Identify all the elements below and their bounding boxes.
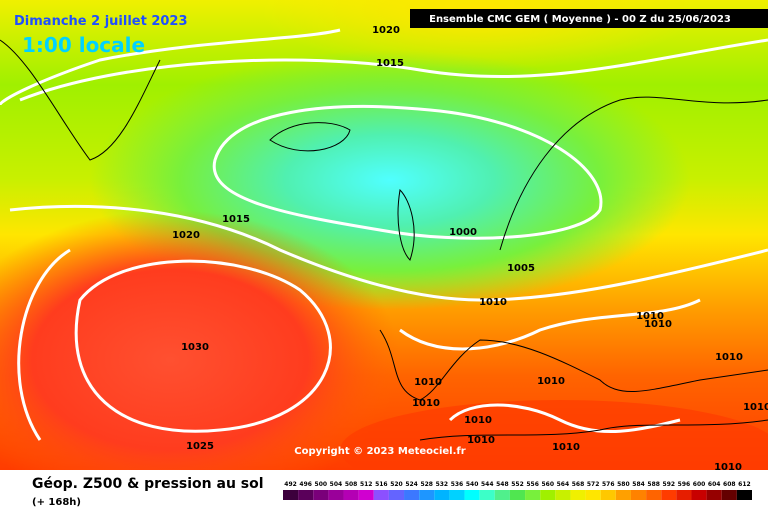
colorbar-swatch: [328, 490, 344, 500]
colorbar-label: 564: [557, 481, 570, 488]
isobar-label: 1010: [537, 376, 565, 387]
colorbar-swatch: [736, 490, 752, 500]
colorbar-swatch: [706, 490, 722, 500]
copyright: Copyright © 2023 Meteociel.fr: [294, 446, 465, 457]
colorbar-label: 544: [481, 481, 494, 488]
isobar-label: 1010: [552, 442, 580, 453]
colorbar-label: 600: [693, 481, 706, 488]
colorbar-label: 568: [572, 481, 585, 488]
colorbar-swatch: [419, 490, 435, 500]
colorbar-swatch: [721, 490, 737, 500]
colorbar-swatch: [373, 490, 389, 500]
colorbar-swatch: [494, 490, 510, 500]
colorbar: 492 496 500 504 508 512 516 520 524 528 532 536 540 5…: [283, 481, 752, 500]
colorbar-swatch: [313, 490, 329, 500]
colorbar-swatch: [585, 490, 601, 500]
high-area: [0, 210, 400, 510]
colorbar-label: 580: [617, 481, 630, 488]
colorbar-label: 596: [678, 481, 691, 488]
colorbar-label: 588: [647, 481, 660, 488]
isobar-label: 1010: [479, 297, 507, 308]
footer-title: Géop. Z500 & pression au sol: [32, 476, 264, 492]
colorbar-label: 560: [541, 481, 554, 488]
colorbar-swatch: [646, 490, 662, 500]
colorbar-label: 500: [315, 481, 328, 488]
colorbar-label: 536: [451, 481, 464, 488]
colorbar-swatch: [404, 490, 420, 500]
isobar-label: 1010: [714, 462, 742, 473]
colorbar-label: 540: [466, 481, 479, 488]
colorbar-label: 524: [405, 481, 418, 488]
model-box: [410, 9, 768, 28]
time: 1:00 locale: [22, 33, 145, 57]
colorbar-label: 508: [345, 481, 358, 488]
model: Ensemble CMC GEM ( Moyenne ) - 00 Z du 2…: [429, 14, 731, 25]
colorbar-swatch: [676, 490, 692, 500]
colorbar-swatch: [615, 490, 631, 500]
isobar-label: 1005: [507, 263, 535, 274]
colorbar-label: 604: [708, 481, 721, 488]
isobar-label: 1020: [172, 230, 200, 241]
colorbar-label: 612: [738, 481, 751, 488]
colorbar-swatch: [343, 490, 359, 500]
isobar-label: 1010: [743, 402, 768, 413]
date: Dimanche 2 juillet 2023: [14, 14, 188, 29]
colorbar-label: 584: [632, 481, 645, 488]
colorbar-label: 504: [330, 481, 343, 488]
colorbar-swatch: [600, 490, 616, 500]
colorbar-swatch: [570, 490, 586, 500]
colorbar-label: 576: [602, 481, 615, 488]
colorbar-label: 492: [284, 481, 297, 488]
colorbar-label: 592: [663, 481, 676, 488]
isobar-label: 1030: [181, 342, 209, 353]
colorbar-label: 572: [587, 481, 600, 488]
colorbar-swatch: [434, 490, 450, 500]
isobar-label: 1025: [186, 441, 214, 452]
isobar-label: 1010: [412, 398, 440, 409]
colorbar-label: 548: [496, 481, 509, 488]
coastlines: [0, 39, 768, 441]
isobar-label: 1015: [222, 214, 250, 225]
colorbar-label: 532: [436, 481, 449, 488]
colorbar-swatch: [464, 490, 480, 500]
colorbar-swatch: [525, 490, 541, 500]
colorbar-label: 556: [526, 481, 539, 488]
colorbar-swatch: [298, 490, 314, 500]
colorbar-label: 552: [511, 481, 524, 488]
isobar-label: 1020: [372, 25, 400, 36]
colorbar-swatch: [358, 490, 374, 500]
colorbar-swatch: [449, 490, 465, 500]
isobar-label: 1010: [467, 435, 495, 446]
isobars: [0, 28, 768, 441]
isobar-label: 1015: [376, 58, 404, 69]
colorbar-label: 520: [390, 481, 403, 488]
colorbar-swatch: [630, 490, 647, 500]
isobar-label: 1010: [414, 377, 442, 388]
colorbar-swatch: [661, 490, 677, 500]
isobar-label: 1000: [449, 227, 477, 238]
colorbar-swatch: [479, 490, 495, 500]
colorbar-swatch: [283, 490, 299, 500]
colorbar-label: 608: [723, 481, 736, 488]
colorbar-swatch: [388, 490, 405, 500]
colorbar-swatch: [691, 490, 707, 500]
colorbar-label: 516: [375, 481, 388, 488]
colorbar-label: 512: [360, 481, 373, 488]
colorbar-label: 496: [299, 481, 312, 488]
colorbar-swatch: [540, 490, 556, 500]
colorbar-swatch: [509, 490, 526, 500]
isobar-label: 1010: [636, 311, 664, 322]
isobar-label: 1010: [464, 415, 492, 426]
colorbar-label: 528: [420, 481, 433, 488]
colorbar-swatch: [555, 490, 571, 500]
isobar-label: 1010: [644, 319, 672, 330]
footer-lead: (+ 168h): [32, 497, 81, 508]
isobar-label: 1010: [715, 352, 743, 363]
